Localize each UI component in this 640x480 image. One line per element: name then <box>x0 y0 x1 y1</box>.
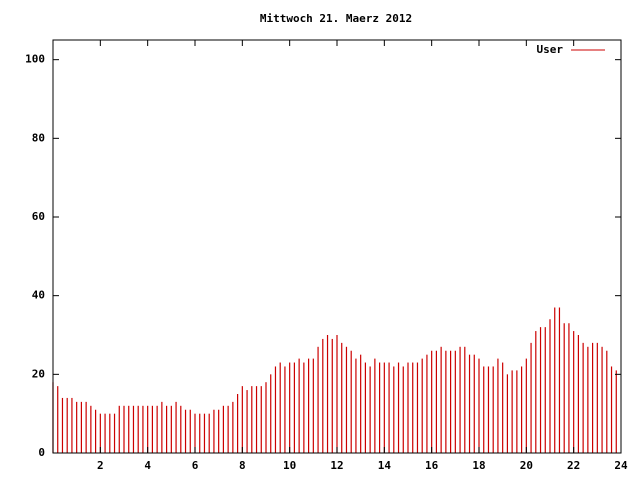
x-tick-label: 12 <box>330 459 343 472</box>
legend-label: User <box>537 43 564 56</box>
y-tick-label: 20 <box>32 367 45 380</box>
y-tick-label: 0 <box>38 446 45 459</box>
x-tick-label: 2 <box>97 459 104 472</box>
x-tick-label: 8 <box>239 459 246 472</box>
plot-frame <box>52 39 622 454</box>
y-tick-label: 60 <box>32 210 45 223</box>
x-tick-label: 22 <box>567 459 580 472</box>
x-tick-label: 10 <box>283 459 296 472</box>
x-tick-label: 14 <box>378 459 392 472</box>
x-tick-label: 20 <box>520 459 533 472</box>
x-tick-label: 6 <box>192 459 199 472</box>
x-tick-label: 4 <box>144 459 151 472</box>
y-tick-label: 40 <box>32 289 45 302</box>
x-tick-label: 24 <box>614 459 628 472</box>
y-tick-label: 80 <box>32 131 45 144</box>
x-tick-label: 16 <box>425 459 439 472</box>
x-tick-label: 18 <box>472 459 485 472</box>
y-tick-label: 100 <box>25 53 45 66</box>
chart-title: Mittwoch 21. Maerz 2012 <box>260 12 412 25</box>
